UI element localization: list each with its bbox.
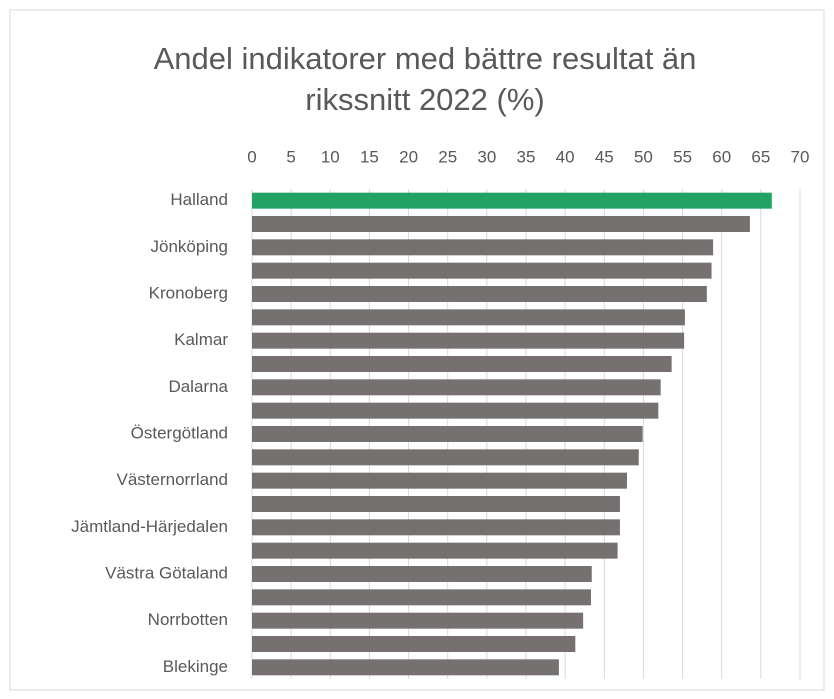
bar (252, 379, 661, 396)
y-tick-label: Västra Götaland (105, 563, 228, 582)
bar (252, 519, 620, 536)
y-tick-label: Halland (170, 190, 228, 209)
x-tick-label: 25 (438, 147, 457, 166)
bar (252, 332, 685, 349)
bar (252, 449, 639, 466)
y-tick-label: Norrbotten (148, 610, 228, 629)
y-tick-label: Jönköping (150, 237, 228, 256)
y-tick-label: Dalarna (168, 377, 228, 396)
x-tick-label: 65 (751, 147, 770, 166)
bar (252, 356, 672, 372)
bar (252, 286, 707, 302)
bar (252, 612, 584, 629)
bar (252, 659, 559, 676)
y-tick-label: Blekinge (163, 657, 228, 676)
x-tick-label: 30 (477, 147, 496, 166)
bar (252, 589, 591, 606)
bar (252, 216, 750, 232)
x-tick-label: 35 (517, 147, 536, 166)
x-tick-label: 15 (360, 147, 379, 166)
x-tick-label: 55 (673, 147, 692, 166)
bar (252, 636, 576, 652)
bar (252, 472, 627, 489)
bar (252, 262, 712, 279)
bar (252, 192, 772, 209)
x-tick-label: 50 (634, 147, 653, 166)
bar (252, 496, 620, 512)
bar (252, 426, 643, 442)
y-tick-label: Östergötland (131, 423, 228, 442)
y-tick-label: Jämtland-Härjedalen (71, 517, 228, 536)
bar (252, 239, 714, 256)
x-tick-label: 70 (791, 147, 810, 166)
x-tick-label: 5 (286, 147, 295, 166)
x-tick-label: 60 (712, 147, 731, 166)
chart-title: Andel indikatorer med bättre resultat än… (153, 41, 697, 117)
y-tick-label: Västernorrland (116, 470, 228, 489)
x-tick-label: 10 (321, 147, 340, 166)
bar (252, 566, 592, 582)
x-tick-label: 20 (399, 147, 418, 166)
x-tick-label: 0 (247, 147, 256, 166)
y-tick-label: Kalmar (174, 330, 228, 349)
bar (252, 309, 685, 326)
x-tick-label: 40 (556, 147, 575, 166)
bar (252, 402, 659, 419)
y-tick-label: Kronoberg (149, 283, 228, 302)
bar (252, 542, 618, 559)
x-tick-label: 45 (595, 147, 614, 166)
